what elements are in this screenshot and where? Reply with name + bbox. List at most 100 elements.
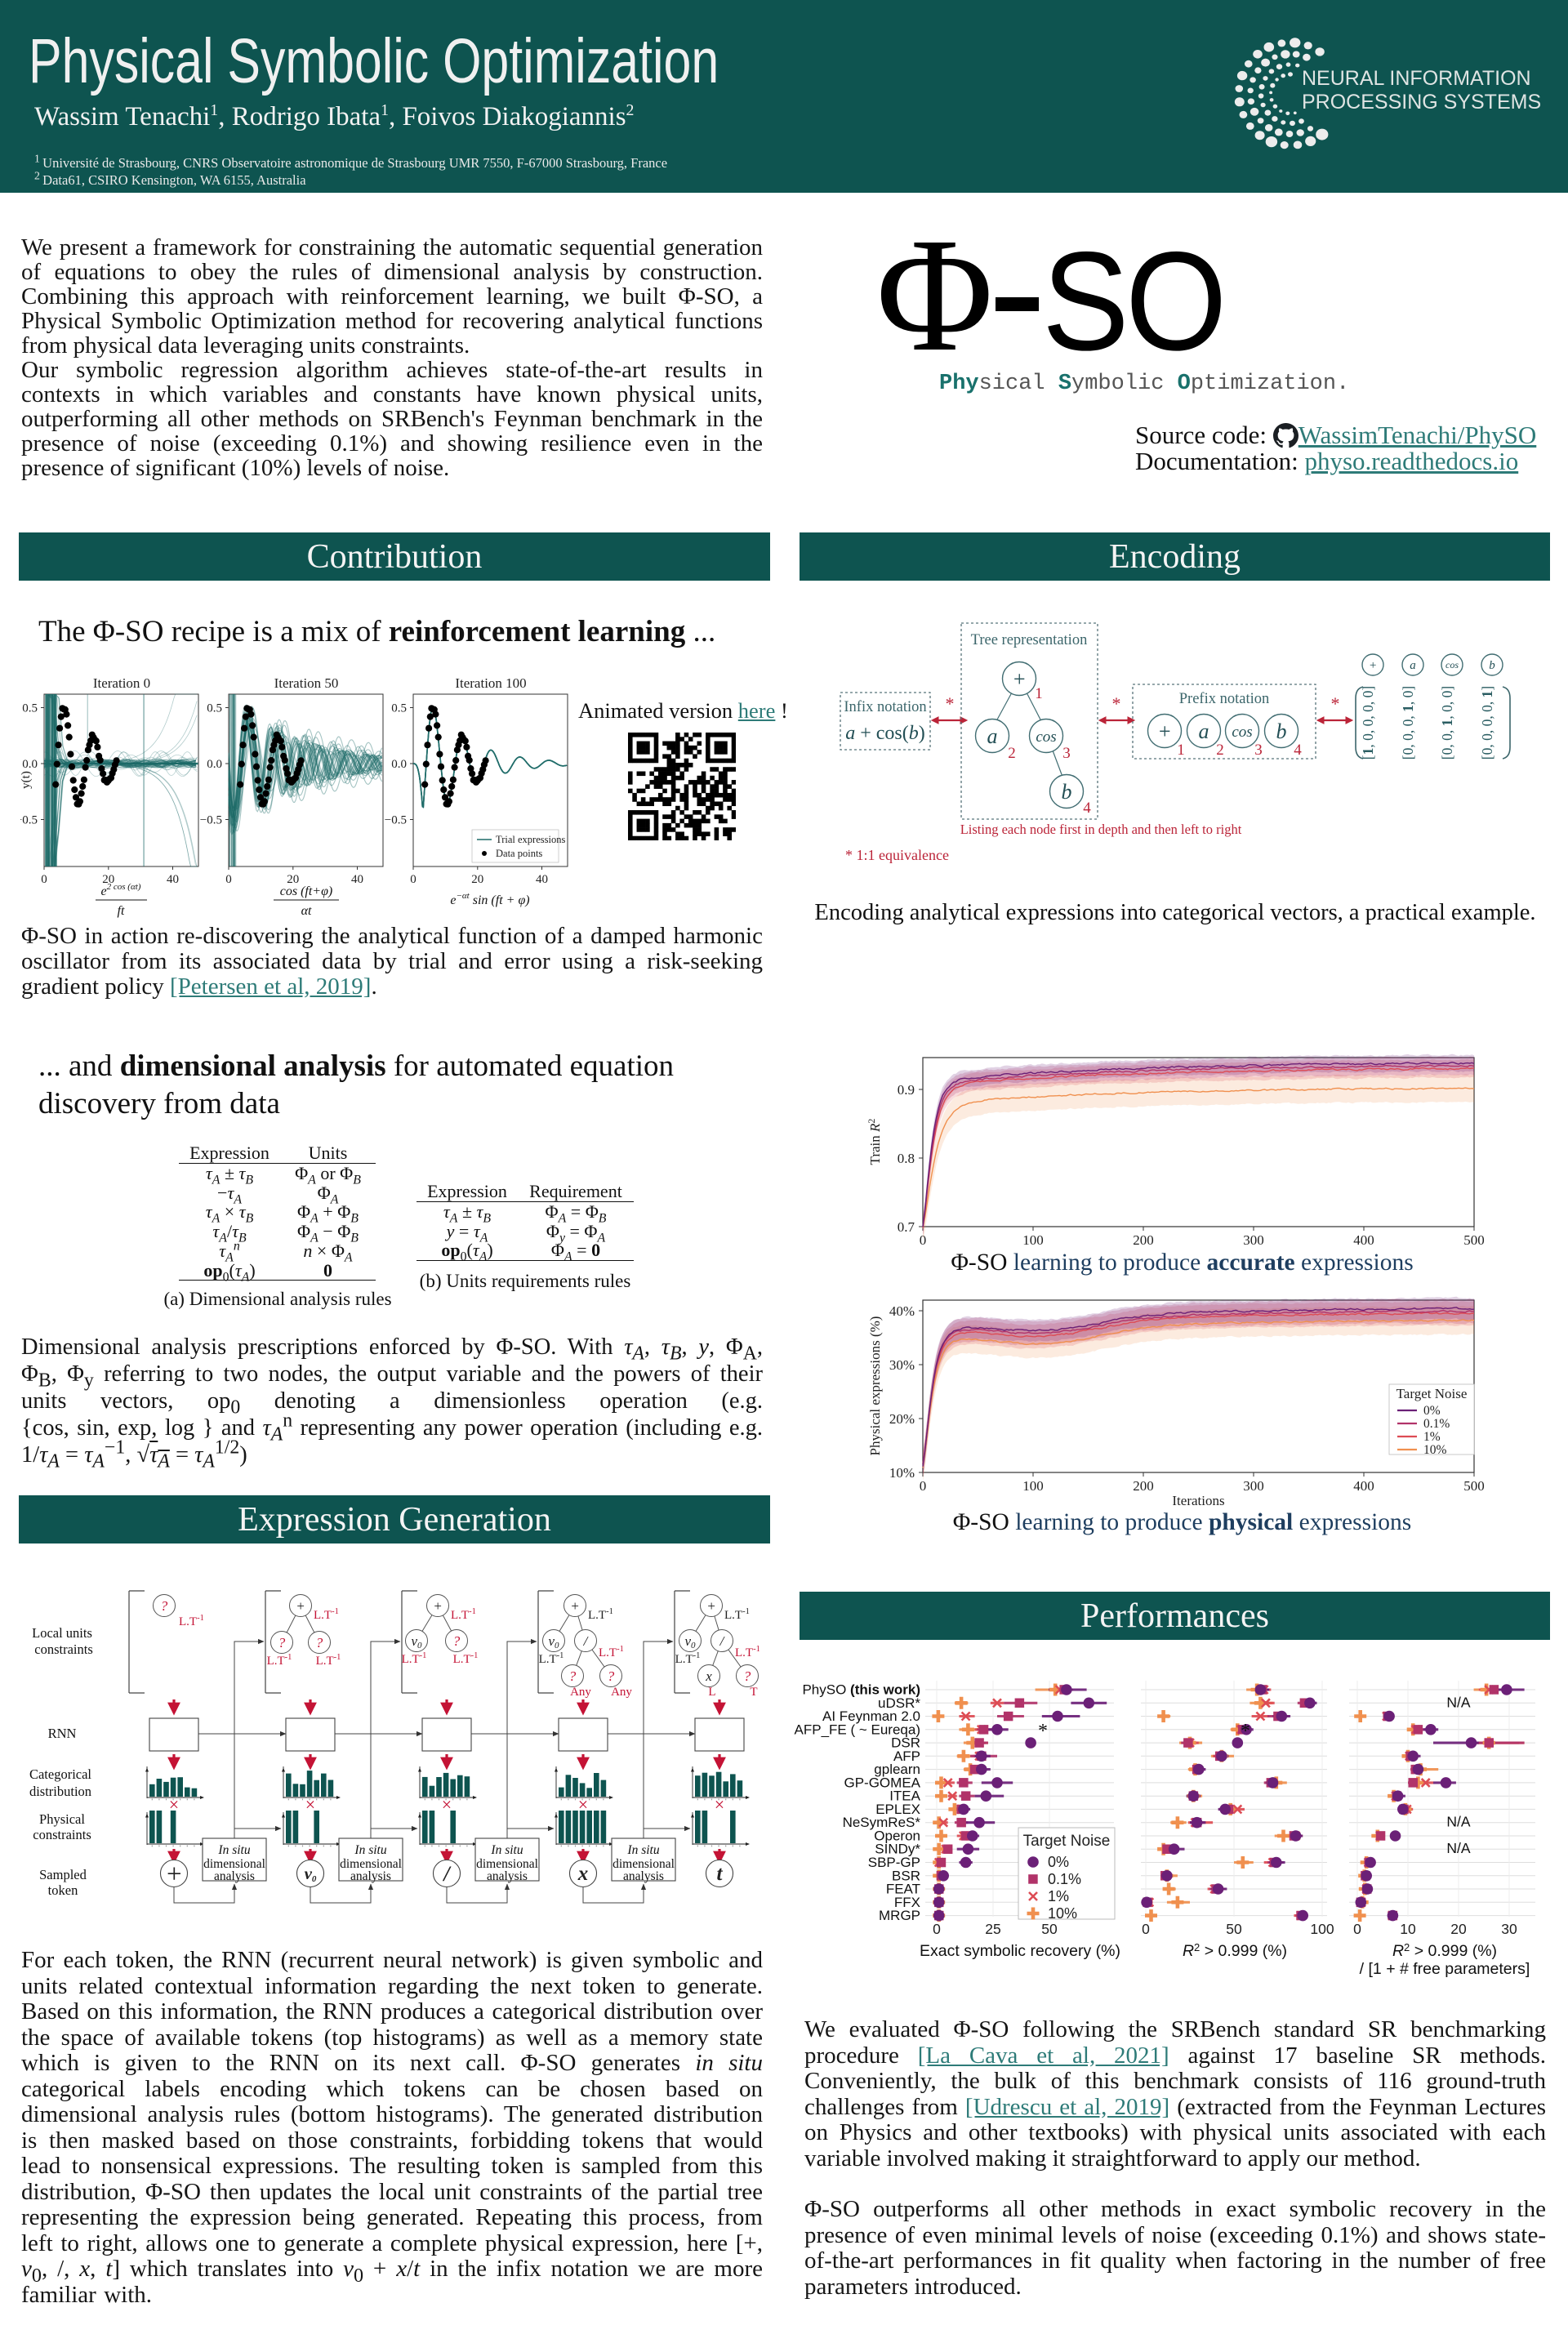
svg-text:+: + [296, 1598, 305, 1614]
svg-text:+: + [1157, 719, 1172, 743]
svg-text:0.9: 0.9 [898, 1082, 915, 1098]
svg-text:Infix notation: Infix notation [844, 699, 926, 715]
svg-text:Iteration 50: Iteration 50 [274, 675, 339, 691]
svg-text:/: / [583, 1633, 590, 1649]
svg-text:+: + [706, 1598, 715, 1614]
svg-text:N/A: N/A [1446, 1840, 1471, 1856]
svg-text:50: 50 [1226, 1921, 1242, 1937]
svg-text:* 1:1 equivalence: * 1:1 equivalence [845, 847, 949, 863]
svg-text:40: 40 [536, 873, 548, 886]
svg-text:1%: 1% [1423, 1430, 1441, 1444]
svg-text:Tree representation: Tree representation [971, 632, 1088, 648]
svg-text:40: 40 [167, 873, 179, 886]
svg-text:Any: Any [570, 1686, 591, 1699]
svg-text:L.T-1: L.T-1 [724, 1607, 750, 1622]
svg-text:FFX: FFX [894, 1895, 920, 1910]
svg-text:a: a [1199, 719, 1209, 743]
svg-text:EPLEX: EPLEX [875, 1802, 920, 1817]
svg-text:/ [1 + # free parameters]: / [1 + # free parameters] [1360, 1960, 1530, 1978]
svg-text:DSR: DSR [891, 1735, 920, 1751]
svg-text:×: × [169, 1794, 179, 1815]
svg-text:Iteration 100: Iteration 100 [455, 675, 526, 691]
svg-text:dimensional: dimensional [203, 1857, 265, 1871]
svg-text:*: * [1331, 693, 1340, 714]
svg-text:25: 25 [985, 1921, 1000, 1937]
svg-text:4: 4 [1294, 742, 1302, 759]
svg-text:+: + [433, 1598, 442, 1614]
svg-text:b: b [1276, 719, 1287, 743]
svg-text:100: 100 [1022, 1232, 1044, 1248]
svg-text:Physical expressions (%): Physical expressions (%) [867, 1316, 883, 1456]
svg-text:1: 1 [1177, 742, 1185, 759]
svg-text:0%: 0% [1423, 1404, 1441, 1418]
svg-text:Iteration 0: Iteration 0 [93, 675, 150, 691]
svg-text:*: * [1241, 1721, 1250, 1742]
svg-text:constraints: constraints [33, 1827, 91, 1842]
svg-text:10%: 10% [889, 1465, 915, 1481]
svg-text:NeSymReS*: NeSymReS* [843, 1815, 921, 1830]
svg-text:distribution: distribution [29, 1784, 91, 1799]
svg-text:analysis: analysis [214, 1869, 255, 1883]
svg-text:0: 0 [410, 873, 416, 886]
svg-text:Iterations: Iterations [1172, 1493, 1224, 1507]
svg-text:L.T-1: L.T-1 [675, 1651, 701, 1666]
svg-text:L.T-1: L.T-1 [453, 1651, 479, 1666]
svg-text:0: 0 [920, 1478, 927, 1494]
svg-text:*: * [946, 693, 955, 714]
svg-text:200: 200 [1133, 1478, 1154, 1494]
svg-text:y(t): y(t) [20, 771, 33, 789]
svg-text:0.0: 0.0 [391, 758, 407, 771]
svg-text:500: 500 [1463, 1232, 1485, 1248]
svg-text:dimensional: dimensional [340, 1857, 402, 1871]
svg-text:[0, 0, 0, 1, 0]: [0, 0, 0, 1, 0] [1400, 686, 1416, 760]
svg-text:100: 100 [1310, 1921, 1334, 1937]
svg-text:dimensional: dimensional [612, 1857, 675, 1871]
svg-text:FEAT: FEAT [886, 1882, 920, 1897]
svg-text:N/A: N/A [1446, 1814, 1471, 1830]
svg-text:cos: cos [1036, 728, 1056, 746]
svg-text:BSR: BSR [892, 1868, 920, 1883]
svg-text:0: 0 [933, 1921, 941, 1937]
svg-text:GP-GOMEA: GP-GOMEA [844, 1775, 920, 1790]
svg-text:t: t [717, 1863, 724, 1885]
svg-text:x: x [705, 1668, 712, 1684]
svg-text:400: 400 [1353, 1232, 1374, 1248]
svg-text:10%: 10% [1048, 1905, 1077, 1922]
svg-text:AI Feynman 2.0: AI Feynman 2.0 [822, 1708, 920, 1724]
svg-text:0: 0 [1353, 1921, 1361, 1937]
svg-text:?: ? [161, 1598, 168, 1614]
svg-text:20: 20 [287, 873, 299, 886]
svg-text:In situ: In situ [490, 1843, 523, 1857]
svg-text:L.T-1: L.T-1 [316, 1653, 341, 1668]
svg-text:L.T-1: L.T-1 [599, 1645, 624, 1659]
svg-text:0.1%: 0.1% [1423, 1417, 1450, 1431]
svg-text:−0.5: −0.5 [20, 814, 38, 827]
svg-text:0: 0 [1142, 1921, 1150, 1937]
svg-text:0.5: 0.5 [207, 702, 222, 715]
svg-text:0.0: 0.0 [207, 758, 222, 771]
svg-text:3: 3 [1254, 742, 1263, 759]
svg-text:2: 2 [1008, 745, 1016, 762]
svg-text:Categorical: Categorical [29, 1766, 91, 1782]
svg-text:100: 100 [1022, 1478, 1044, 1494]
svg-text:+: + [1369, 659, 1377, 672]
svg-text:αt: αt [301, 904, 312, 918]
svg-text:50: 50 [1041, 1921, 1058, 1937]
svg-text:Target Noise: Target Noise [1023, 1833, 1111, 1850]
svg-text:200: 200 [1133, 1232, 1154, 1248]
svg-text:×: × [305, 1794, 315, 1815]
svg-text:token: token [48, 1882, 78, 1898]
svg-text:cos: cos [1232, 724, 1252, 741]
svg-text:dimensional: dimensional [476, 1857, 538, 1871]
svg-text:[1, 0, 0, 0, 0]: [1, 0, 0, 0, 0] [1360, 686, 1376, 760]
svg-text:20: 20 [102, 873, 114, 886]
svg-text:0.1%: 0.1% [1048, 1871, 1081, 1887]
svg-text:30: 30 [1501, 1921, 1517, 1937]
svg-text:AFP_FE ( ~ Eureqa): AFP_FE ( ~ Eureqa) [795, 1722, 920, 1737]
svg-text:ITEA: ITEA [889, 1788, 920, 1804]
svg-text:Data points: Data points [496, 848, 542, 859]
svg-text:In situ: In situ [217, 1843, 250, 1857]
svg-text:uDSR*: uDSR* [878, 1695, 920, 1711]
svg-text:0.7: 0.7 [898, 1219, 915, 1235]
svg-text:RNN: RNN [48, 1726, 77, 1741]
